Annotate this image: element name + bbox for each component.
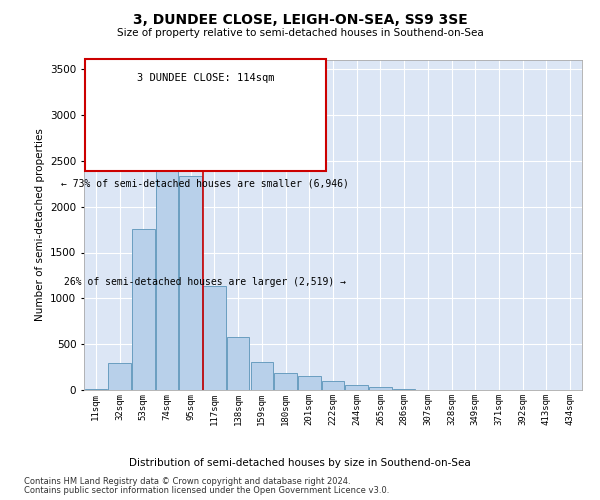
Bar xyxy=(227,338,250,390)
Bar xyxy=(322,382,344,390)
Text: Contains public sector information licensed under the Open Government Licence v3: Contains public sector information licen… xyxy=(24,486,389,495)
FancyBboxPatch shape xyxy=(85,60,326,170)
Bar xyxy=(298,376,320,390)
Bar xyxy=(203,286,226,390)
Bar xyxy=(109,364,131,390)
Text: ← 73% of semi-detached houses are smaller (6,946): ← 73% of semi-detached houses are smalle… xyxy=(61,178,349,188)
Bar xyxy=(393,389,415,390)
Bar xyxy=(346,385,368,390)
Text: 26% of semi-detached houses are larger (2,519) →: 26% of semi-detached houses are larger (… xyxy=(64,277,346,287)
Bar xyxy=(132,228,155,390)
Text: Contains HM Land Registry data © Crown copyright and database right 2024.: Contains HM Land Registry data © Crown c… xyxy=(24,477,350,486)
Bar xyxy=(274,372,297,390)
Text: 3, DUNDEE CLOSE, LEIGH-ON-SEA, SS9 3SE: 3, DUNDEE CLOSE, LEIGH-ON-SEA, SS9 3SE xyxy=(133,12,467,26)
Text: Distribution of semi-detached houses by size in Southend-on-Sea: Distribution of semi-detached houses by … xyxy=(129,458,471,468)
Text: Size of property relative to semi-detached houses in Southend-on-Sea: Size of property relative to semi-detach… xyxy=(116,28,484,38)
Bar xyxy=(156,108,178,390)
Bar xyxy=(179,176,202,390)
Text: 3 DUNDEE CLOSE: 114sqm: 3 DUNDEE CLOSE: 114sqm xyxy=(137,72,274,83)
Bar xyxy=(85,388,107,390)
Bar xyxy=(369,388,392,390)
Bar xyxy=(251,362,273,390)
Y-axis label: Number of semi-detached properties: Number of semi-detached properties xyxy=(35,128,44,322)
